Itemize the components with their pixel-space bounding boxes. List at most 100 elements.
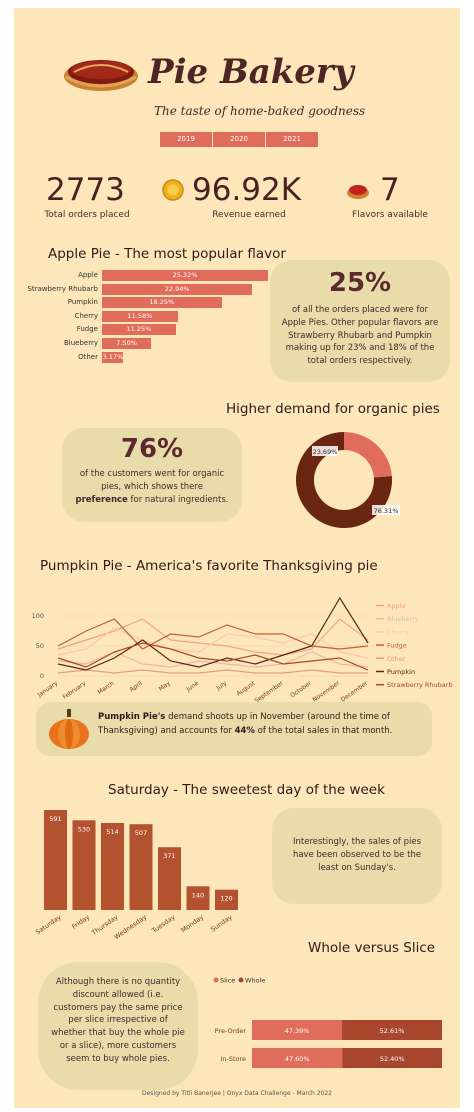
donut-label-1: 76.31% [374, 507, 399, 515]
legend-label-strawberry-rhubarb: Strawberry Rhubarb [387, 681, 453, 689]
weekday-bar-tuesday [158, 847, 181, 910]
weekday-value-sunday: 120 [220, 895, 232, 903]
legend-whole-label: Whole [245, 977, 265, 985]
weekday-value-monday: 140 [192, 891, 204, 899]
stack-bar-in-store-slice [252, 1048, 343, 1068]
stack-value-in-store-whole: 52.40% [380, 1055, 405, 1063]
pie-logo-icon [64, 60, 138, 91]
apple-big-pct: 25% [328, 268, 392, 298]
app-title: Pie Bakery [148, 52, 354, 92]
bar-cherry [102, 310, 178, 322]
line-ytick-50: 50 [36, 642, 44, 650]
apple-section-title: Apple Pie - The most popular flavor [48, 246, 286, 262]
bar-value-apple: 25.32% [172, 271, 198, 279]
year-button-2020[interactable]: 2020 [213, 132, 265, 147]
donut-label-0-group: 23.69% [312, 446, 338, 456]
line-series-apple [57, 618, 369, 656]
whole-slice-stacked-chart: Slice Whole Pre-Order 47.39% 52.61% In-Store 4… [213, 977, 442, 1068]
kpi-total-orders-label: Total orders placed [44, 210, 130, 220]
line-xtick-february: February [62, 680, 88, 701]
stack-bar-in-store-whole [342, 1048, 442, 1068]
kpi-flavors: 7 [380, 172, 400, 208]
legend-label-other: Other [387, 655, 406, 663]
weekday-value-friday: 530 [78, 825, 90, 833]
coin-icon [162, 179, 184, 201]
organic-bubble-text: of the customers went for organic pies, … [75, 469, 229, 505]
line-series-cherry [57, 627, 369, 659]
bar-value-strawberry-rhubarb: 22.94% [164, 284, 190, 293]
donut-label-0-bg [312, 446, 338, 456]
weekday-bar-saturday [44, 810, 67, 910]
bar-value-cherry: 11.58% [127, 311, 153, 320]
pumpkin-bubble: Pumpkin Pie's demand shoots up in Novemb… [36, 702, 432, 756]
bar-label-cherry: Cherry [74, 311, 98, 320]
line-series-strawberry-rhubarb [57, 642, 369, 671]
line-xtick-may: May [158, 680, 173, 693]
bar-fudge [102, 324, 176, 336]
saturday-bubble: Interestingly, the sales of pies have be… [272, 808, 442, 904]
bar-value-fudge: 11.25% [126, 325, 152, 334]
stack-bar-pre-order-whole [342, 1020, 442, 1040]
pumpkin-bubble-text: Pumpkin Pie's demand shoots up in Novemb… [98, 712, 393, 736]
line-xtick-january: January [36, 680, 60, 700]
bar-value-pumpkin: 18.25% [149, 298, 175, 307]
weekday-bar-friday [72, 820, 96, 910]
legend-slice-label: Slice [220, 977, 235, 985]
pumpkin-icon [49, 709, 89, 749]
weekday-label-saturday: Saturday [34, 913, 63, 936]
weekday-bar-thursday [101, 823, 124, 910]
year-button-2019[interactable]: 2019 [160, 132, 212, 147]
bar-strawberry-rhubarb [102, 283, 253, 295]
weekday-label-tuesday: Tuesday [150, 913, 177, 935]
bar-other [102, 351, 123, 363]
pie-icon [347, 185, 369, 199]
organic-section-title: Higher demand for organic pies [226, 401, 440, 417]
line-series-fudge [57, 618, 369, 650]
line-xtick-december: December [340, 680, 370, 702]
legend-label-cherry: Cherry [387, 628, 409, 636]
stack-label-in-store: In-Store [220, 1055, 246, 1063]
stack-value-pre-order-slice: 47.39% [285, 1027, 310, 1035]
weekday-value-tuesday: 371 [163, 852, 175, 860]
whole-bubble: Although there is no quantity discount a… [38, 962, 198, 1090]
saturday-bubble-text: Interestingly, the sales of pies have be… [292, 837, 422, 873]
weekday-label-wednesday: Wednesday [113, 913, 149, 941]
weekday-bar-monday [186, 886, 210, 910]
line-xtick-september: September [253, 680, 285, 702]
apple-bubble: 25% of all the orders placed were for Ap… [270, 260, 450, 382]
bar-label-pumpkin: Pumpkin [67, 298, 98, 307]
weekday-label-sunday: Sunday [209, 913, 234, 934]
year-button-2021[interactable]: 2021 [266, 132, 318, 147]
kpi-total-orders: 2773 [46, 172, 125, 208]
flavor-bar-chart: Apple 25.32% Strawberry Rhubarb 22.94% Pumpk… [16, 270, 272, 380]
stack-value-pre-order-whole: 52.61% [380, 1027, 405, 1035]
apple-bubble-text: of all the orders placed were for Apple … [281, 305, 439, 366]
bar-apple [102, 270, 268, 281]
weekday-label-friday: Friday [70, 913, 91, 931]
weekday-label-monday: Monday [180, 913, 206, 934]
bar-label-strawberry-rhubarb: Strawberry Rhubarb [27, 284, 98, 293]
organic-donut-chart: 23.69% 76.31% [296, 432, 400, 528]
kpi-flavors-label: Flavors available [352, 210, 428, 220]
legend-label-pumpkin: Pumpkin [387, 668, 415, 676]
whole-bubble-text: Although there is no quantity discount a… [51, 977, 185, 1064]
weekday-bar-sunday [215, 889, 238, 910]
monthly-line-chart: 0 50 100 January February March April May June Ju… [32, 596, 453, 702]
line-ytick-0: 0 [40, 672, 44, 680]
line-xtick-april: April [128, 680, 144, 694]
stack-bar-pre-order-slice [252, 1020, 343, 1040]
weekday-bar-wednesday [129, 824, 153, 910]
legend-whole-dot [238, 977, 244, 983]
line-xtick-november: November [311, 680, 341, 702]
line-xtick-june: June [185, 680, 201, 694]
donut-label-1-group: 76.31% [372, 505, 400, 515]
donut-slice-0 [344, 432, 392, 478]
bar-value-blueberry: 7.50% [116, 339, 137, 347]
weekday-bar-chart: 591Saturday530Friday514Thursday507Wednes… [34, 810, 238, 941]
donut-label-0: 23.69% [313, 448, 338, 456]
legend-label-blueberry: Blueberry [387, 615, 419, 623]
bar-label-apple: Apple [78, 271, 98, 279]
footer-credit: Designed by Titli Banerjee | Onyx Data C… [142, 1090, 332, 1097]
line-series-other [57, 669, 368, 674]
weekday-value-saturday: 591 [49, 815, 61, 823]
